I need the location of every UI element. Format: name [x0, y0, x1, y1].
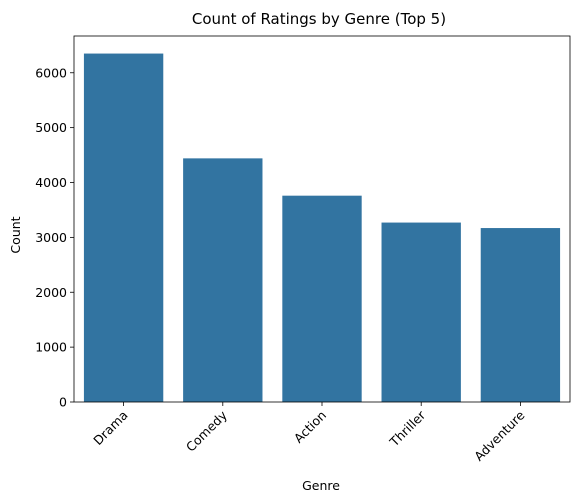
bar-adventure	[480, 228, 561, 402]
bar-comedy	[183, 158, 263, 402]
plot-frame	[73, 35, 571, 403]
bar-thriller	[381, 222, 461, 402]
bars-group	[83, 53, 561, 403]
y-tick-label: 1000	[35, 340, 67, 355]
chart-title: Count of Ratings by Genre (Top 5)	[192, 10, 446, 28]
y-tick-label: 0	[59, 395, 67, 410]
y-axis-label: Count	[8, 216, 23, 253]
y-tick-label: 3000	[35, 230, 67, 245]
x-axis: Drama Comedy Action Thriller Adventure	[90, 402, 528, 464]
y-tick-label: 6000	[35, 65, 67, 80]
y-tick-label: 2000	[35, 285, 67, 300]
x-tick-label: Drama	[90, 408, 130, 448]
x-tick-label: Action	[291, 408, 329, 446]
y-tick-label: 4000	[35, 175, 67, 190]
x-tick-label: Comedy	[183, 407, 231, 455]
bar-action	[282, 195, 362, 402]
x-tick-label: Adventure	[471, 407, 528, 464]
y-axis: 0 1000 2000 3000 4000 5000 6000	[35, 65, 74, 410]
y-tick-label: 5000	[35, 120, 67, 135]
x-tick-label: Thriller	[386, 407, 429, 450]
bar-drama	[83, 53, 164, 403]
x-axis-label: Genre	[302, 478, 340, 493]
